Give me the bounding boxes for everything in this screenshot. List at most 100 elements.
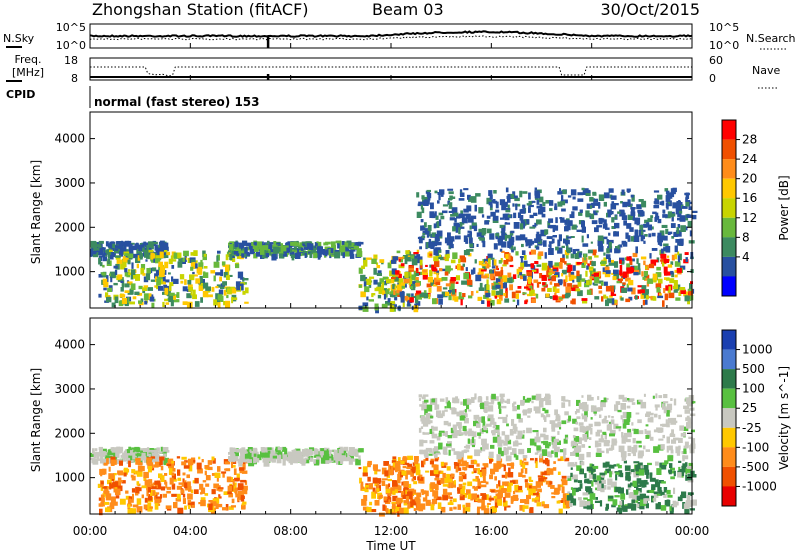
range-gate-cell	[534, 436, 541, 443]
range-gate-cell	[597, 482, 602, 488]
range-gate-cell	[576, 465, 582, 471]
range-gate-cell	[446, 473, 450, 479]
range-gate-cell	[241, 504, 246, 509]
range-gate-cell	[670, 223, 676, 228]
range-gate-cell	[520, 262, 525, 268]
range-gate-cell	[632, 480, 637, 487]
range-gate-cell	[444, 409, 448, 412]
range-gate-cell	[619, 500, 623, 507]
range-gate-cell	[658, 395, 663, 399]
range-gate-cell	[218, 496, 222, 499]
range-gate-cell	[585, 486, 591, 491]
range-gate-cell	[583, 497, 588, 500]
range-gate-cell	[182, 286, 188, 292]
range-gate-cell	[561, 294, 565, 299]
range-gate-cell	[421, 396, 426, 400]
range-gate-cell	[449, 217, 455, 221]
range-gate-cell	[431, 433, 438, 439]
range-gate-cell	[561, 420, 567, 425]
range-gate-cell	[136, 470, 143, 477]
range-gate-cell	[183, 465, 190, 469]
range-gate-cell	[97, 458, 101, 461]
range-gate-cell	[601, 402, 605, 408]
colorbar-swatch	[722, 369, 736, 389]
range-gate-cell	[239, 449, 245, 453]
range-gate-cell	[581, 395, 584, 398]
range-gate-cell	[688, 436, 693, 439]
range-gate-cell	[455, 281, 459, 284]
range-gate-cell	[448, 191, 454, 195]
range-gate-cell	[459, 416, 465, 421]
range-gate-cell	[548, 270, 555, 274]
range-gate-cell	[228, 493, 233, 498]
range-gate-cell	[543, 427, 547, 433]
range-gate-cell	[677, 224, 681, 229]
range-gate-cell	[565, 505, 570, 509]
range-gate-cell	[486, 423, 492, 427]
range-gate-cell	[98, 274, 103, 278]
range-gate-cell	[419, 477, 424, 481]
range-gate-cell	[530, 263, 535, 269]
range-gate-cell	[291, 249, 298, 253]
range-gate-cell	[117, 477, 122, 481]
range-gate-cell	[431, 398, 436, 403]
range-gate-cell	[565, 286, 571, 294]
range-gate-cell	[691, 499, 697, 506]
range-gate-cell	[171, 473, 176, 480]
range-gate-cell	[501, 431, 506, 436]
range-gate-cell	[507, 472, 514, 478]
range-gate-cell	[640, 499, 646, 507]
range-gate-cell	[266, 449, 272, 454]
range-gate-cell	[657, 295, 664, 299]
range-gate-cell	[610, 444, 615, 450]
range-gate-cell	[607, 211, 611, 218]
range-gate-cell	[129, 499, 134, 503]
range-gate-cell	[348, 245, 352, 249]
range-gate-cell	[384, 505, 387, 512]
range-gate-cell	[677, 251, 680, 255]
range-gate-cell	[154, 273, 159, 279]
range-gate-cell	[493, 243, 498, 250]
range-gate-cell	[366, 257, 372, 260]
range-gate-cell	[244, 287, 249, 294]
range-gate-cell	[615, 401, 620, 405]
range-gate-cell	[394, 489, 398, 494]
range-gate-cell	[506, 195, 512, 199]
range-gate-cell	[140, 267, 145, 275]
range-gate-cell	[658, 438, 664, 441]
range-gate-cell	[141, 494, 144, 499]
range-gate-cell	[673, 231, 678, 237]
range-gate-cell	[234, 482, 237, 486]
range-gate-cell	[397, 497, 403, 504]
range-gate-cell	[514, 203, 521, 207]
range-gate-cell	[108, 473, 115, 479]
range-gate-cell	[430, 504, 435, 511]
range-gate-cell	[453, 212, 459, 217]
range-gate-cell	[217, 250, 221, 254]
range-gate-cell	[633, 428, 639, 435]
range-gate-cell	[226, 251, 229, 257]
range-gate-cell	[407, 455, 413, 460]
range-gate-cell	[627, 199, 631, 207]
range-gate-cell	[419, 246, 422, 250]
range-gate-cell	[571, 440, 576, 446]
range-gate-cell	[204, 266, 208, 269]
range-gate-cell	[542, 459, 549, 464]
range-gate-cell	[413, 252, 419, 255]
range-gate-cell	[447, 422, 451, 427]
range-gate-cell	[497, 499, 502, 506]
range-gate-cell	[528, 192, 531, 200]
range-gate-cell	[505, 187, 509, 193]
range-gate-cell	[614, 215, 618, 220]
range-gate-cell	[517, 404, 520, 410]
range-gate-cell	[101, 498, 105, 503]
range-gate-cell	[448, 496, 453, 499]
range-gate-cell	[614, 261, 619, 268]
range-gate-cell	[459, 222, 465, 225]
range-gate-cell	[596, 225, 602, 228]
range-gate-cell	[557, 421, 562, 428]
range-gate-cell	[132, 296, 137, 300]
range-gate-cell	[671, 215, 674, 222]
range-gate-cell	[499, 294, 503, 301]
